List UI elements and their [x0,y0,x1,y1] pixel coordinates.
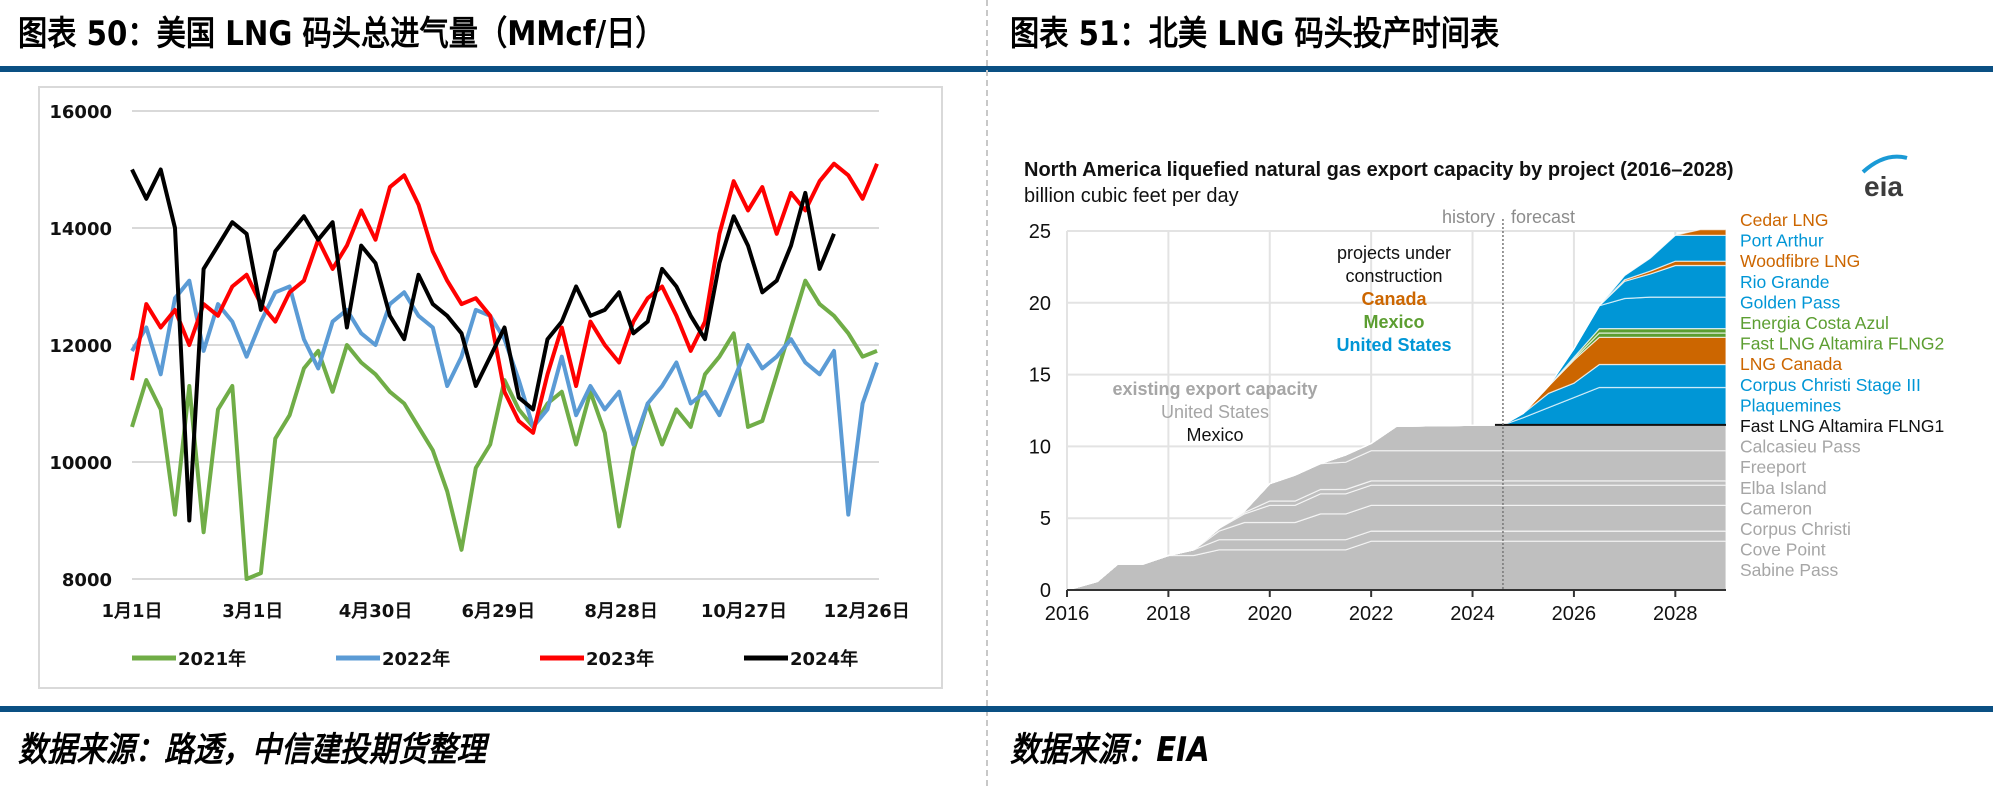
right-xtick-label: 2026 [1552,603,1597,625]
left-xtick-label: 3月1日 [222,601,283,622]
annot-us: United States [1336,335,1451,355]
left-xtick-label: 6月29日 [462,601,536,622]
series-line-2021 [130,278,878,581]
right-xtick-label: 2018 [1146,603,1191,625]
annot-mexico: Mexico [1363,312,1424,332]
left-ytick-label: 8000 [62,570,112,591]
right-ytick-label: 20 [1029,293,1051,315]
legend-item-lng-canada: LNG Canada [1740,354,1842,374]
eia-logo-text: eia [1864,171,1903,202]
legend-item-calcasieu-pass: Calcasieu Pass [1740,437,1861,457]
left-xtick-label: 8月28日 [584,601,658,622]
lng-capacity-area-chart: North America liquefied natural gas expo… [1024,154,1944,625]
legend-item-corpus-christi: Corpus Christi [1740,519,1851,539]
legend-item-2023: 2023年 [540,648,654,670]
area-sabine-pass [1066,540,1727,591]
legend-label: 2022年 [382,648,450,670]
legend-item-2021: 2021年 [132,648,246,670]
legend-item-2024: 2024年 [744,648,858,670]
legend-label: 2024年 [790,648,858,670]
left-xtick-label: 1月1日 [101,601,162,622]
legend-item-elba-island: Elba Island [1740,478,1827,498]
eia-logo-icon: eia [1861,154,1908,202]
legend-item-plaquemines: Plaquemines [1740,395,1841,415]
bottom-rule [0,706,1993,712]
legend-item-corpus-christi-stage-iii: Corpus Christi Stage III [1740,375,1921,395]
annot-canada: Canada [1361,289,1427,309]
legend-item-golden-pass: Golden Pass [1740,292,1840,312]
legend-label: 2023年 [586,648,654,670]
legend-item-fast-lng-altamira-flng2: Fast LNG Altamira FLNG2 [1740,334,1944,354]
right-xtick-label: 2028 [1653,603,1698,625]
left-xtick-label: 12月26日 [824,601,910,622]
lng-feedgas-line-chart: 16000 14000 12000 10000 8000 1月1日 3月1日 4月30日 6月… [49,102,910,670]
series-line-2022 [130,278,879,517]
area-cedar-lng [1066,229,1727,591]
legend-item-freeport: Freeport [1740,457,1806,477]
annot-existing: existing export capacity [1112,379,1317,399]
forecast-label: forecast [1511,207,1575,227]
series-line-2024 [130,167,836,523]
right-ytick-label: 10 [1029,436,1051,458]
right-chart-title: North America liquefied natural gas expo… [1024,159,1734,181]
left-panel-title: 图表 50：美国 LNG 码头总进气量（MMcf/日） [18,14,665,54]
right-ytick-label: 25 [1029,221,1051,243]
top-rule [0,66,1993,72]
right-xtick-label: 2016 [1045,603,1090,625]
legend-item-cedar-lng: Cedar LNG [1740,210,1829,230]
right-source: 数据来源：EIA [1010,730,1210,770]
left-xtick-label: 10月27日 [701,601,787,622]
legend-item-cove-point: Cove Point [1740,540,1826,560]
legend-item-rio-grande: Rio Grande [1740,272,1830,292]
annot-existing-us: United States [1161,402,1269,422]
annot-projects-line2: construction [1345,266,1442,286]
right-xtick-label: 2020 [1248,603,1293,625]
right-ytick-label: 0 [1040,580,1051,602]
right-ytick-label: 15 [1029,365,1051,387]
history-label: history [1442,207,1495,227]
annot-existing-mexico: Mexico [1186,425,1243,445]
left-xtick-label: 4月30日 [339,601,413,622]
annot-projects-line1: projects under [1337,243,1451,263]
left-ytick-label: 16000 [49,102,112,123]
left-chart-frame [38,86,943,689]
legend-item-cameron: Cameron [1740,498,1812,518]
legend-item-energia-costa-azul: Energia Costa Azul [1740,313,1889,333]
legend-item-port-arthur: Port Arthur [1740,231,1824,251]
right-xtick-label: 2024 [1450,603,1495,625]
right-xtick-label: 2022 [1349,603,1394,625]
right-chart-subtitle: billion cubic feet per day [1024,185,1239,207]
right-panel-title: 图表 51：北美 LNG 码头投产时间表 [1010,14,1500,54]
left-source: 数据来源：路透，中信建投期货整理 [18,730,486,770]
legend-label: 2021年 [178,648,246,670]
legend-item-sabine-pass: Sabine Pass [1740,560,1839,580]
right-ytick-label: 5 [1040,508,1051,530]
legend-item-2022: 2022年 [336,648,450,670]
panel-divider [986,0,988,786]
legend-item-fast-lng-altamira-flng1: Fast LNG Altamira FLNG1 [1740,416,1944,436]
legend-item-woodfibre-lng: Woodfibre LNG [1740,251,1860,271]
left-ytick-label: 12000 [49,336,112,357]
left-ytick-label: 10000 [49,453,112,474]
left-ytick-label: 14000 [49,219,112,240]
